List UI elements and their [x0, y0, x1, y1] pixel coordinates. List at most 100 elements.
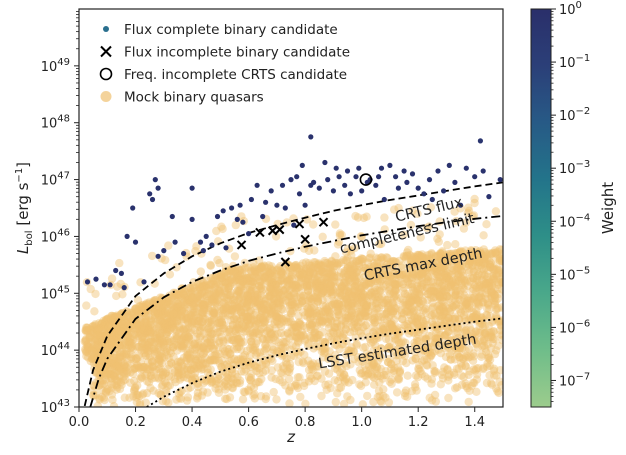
flux-complete-point — [172, 239, 178, 245]
mock-point — [83, 342, 92, 352]
mock-point — [364, 269, 373, 278]
mock-point — [376, 396, 385, 406]
mock-point — [251, 362, 260, 371]
mock-point — [442, 273, 451, 283]
mock-point — [431, 264, 441, 273]
y-tick-label: 1048 — [41, 114, 70, 132]
mock-point — [377, 313, 386, 322]
mock-point — [150, 333, 160, 342]
mock-point — [267, 280, 277, 289]
mock-point — [254, 314, 263, 323]
mock-point — [130, 329, 139, 339]
mock-point — [361, 303, 371, 312]
mock-point — [259, 299, 268, 309]
mock-point — [189, 299, 199, 308]
mock-point — [220, 378, 229, 387]
mock-point — [176, 387, 185, 396]
mock-point — [365, 253, 375, 262]
mock-point — [471, 246, 480, 255]
mock-point — [441, 352, 451, 362]
mock-point — [275, 288, 284, 297]
mock-point — [156, 390, 165, 399]
mock-point — [408, 296, 418, 305]
mock-point — [141, 351, 150, 360]
mock-point — [166, 372, 176, 382]
mock-point — [436, 302, 446, 311]
mock-point — [282, 275, 292, 284]
mock-point — [301, 266, 311, 275]
mock-point — [229, 335, 239, 345]
mock-point — [155, 364, 164, 374]
mock-point — [348, 375, 357, 385]
mock-point — [480, 321, 489, 331]
mock-point — [349, 286, 359, 295]
mock-point — [354, 310, 363, 319]
mock-point — [200, 304, 209, 313]
mock-point — [392, 388, 402, 397]
mock-point — [130, 376, 139, 386]
mock-point — [478, 253, 487, 262]
mock-point — [341, 293, 350, 303]
mock-point — [206, 365, 215, 374]
mock-point — [425, 348, 435, 357]
mock-point — [213, 319, 222, 328]
mock-point — [458, 247, 467, 257]
mock-point — [340, 266, 349, 276]
mock-point — [275, 319, 284, 329]
mock-point — [344, 304, 353, 313]
mock-point — [344, 349, 353, 358]
mock-point — [183, 296, 193, 305]
y-tick-label: 1049 — [41, 57, 70, 75]
mock-point — [198, 301, 207, 310]
mock-point — [93, 341, 102, 351]
mock-point — [250, 343, 260, 352]
mock-point — [274, 296, 283, 306]
mock-point — [443, 327, 453, 336]
mock-point — [304, 291, 313, 300]
mock-point — [133, 381, 142, 390]
mock-point — [448, 324, 457, 333]
mock-point — [442, 287, 451, 296]
mock-point — [389, 279, 398, 289]
mock-point — [254, 318, 263, 328]
mock-point — [198, 375, 207, 384]
mock-point — [373, 364, 382, 373]
mock-point — [269, 289, 278, 298]
mock-point — [162, 320, 171, 329]
mock-point — [267, 373, 276, 382]
mock-point — [268, 273, 277, 282]
mock-point — [428, 304, 437, 313]
mock-point — [207, 377, 216, 386]
mock-point — [257, 325, 266, 334]
mock-point — [193, 392, 202, 401]
mock-point — [461, 278, 470, 287]
mock-point — [304, 304, 313, 313]
mock-point — [478, 342, 487, 351]
mock-point — [457, 362, 467, 371]
mock-point — [349, 295, 358, 304]
mock-point — [262, 360, 271, 369]
mock-point — [182, 295, 192, 304]
mock-point — [238, 324, 247, 333]
mock-point — [342, 304, 351, 313]
mock-point — [115, 352, 125, 362]
mock-point — [224, 348, 233, 357]
mock-point — [363, 265, 373, 274]
mock-point — [405, 261, 414, 270]
mock-point — [192, 242, 201, 251]
mock-point — [492, 270, 501, 279]
mock-point — [244, 373, 254, 382]
mock-point — [92, 367, 102, 377]
mock-point — [343, 392, 352, 401]
mock-point — [103, 385, 113, 394]
mock-point — [461, 362, 471, 371]
mock-point — [370, 313, 379, 323]
mock-point — [419, 306, 428, 315]
mock-point — [242, 274, 251, 283]
mock-point — [148, 298, 158, 308]
flux-complete-point — [342, 182, 348, 188]
mock-point — [294, 357, 303, 367]
mock-point — [216, 315, 226, 325]
mock-point — [488, 288, 497, 298]
mock-point — [206, 290, 215, 299]
